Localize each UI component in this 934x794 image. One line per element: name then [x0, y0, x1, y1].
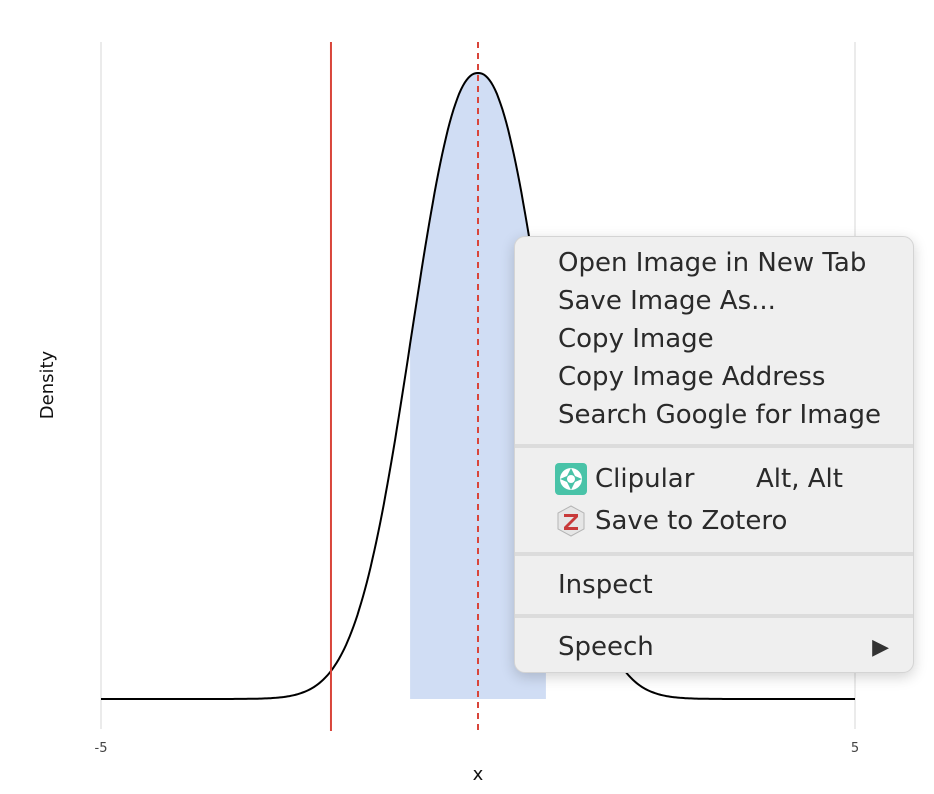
menu-separator — [515, 444, 913, 448]
y-axis-title: Density — [37, 350, 58, 419]
menu-label: Open Image in New Tab — [558, 248, 867, 278]
clipular-shortcut: Alt, Alt — [756, 464, 843, 494]
x-axis-title: x — [473, 764, 484, 785]
x-tick-5: 5 — [851, 741, 859, 756]
menu-save-image-as[interactable]: Save Image As... — [515, 283, 913, 319]
menu-label: Save Image As... — [558, 286, 776, 316]
menu-save-to-zotero[interactable]: Save to Zotero — [515, 503, 913, 539]
menu-search-google-image[interactable]: Search Google for Image — [515, 397, 913, 433]
menu-label: Clipular — [595, 464, 695, 494]
menu-clipular[interactable]: Clipular Alt, Alt — [515, 461, 913, 497]
submenu-arrow-icon: ▶ — [872, 634, 889, 660]
x-tick-minus5: -5 — [95, 741, 108, 756]
menu-label: Search Google for Image — [558, 400, 881, 430]
menu-label: Speech — [558, 632, 654, 662]
context-menu: Open Image in New Tab Save Image As... C… — [514, 236, 914, 673]
zotero-z-icon — [555, 505, 587, 537]
menu-label: Save to Zotero — [595, 506, 788, 536]
menu-label: Copy Image — [558, 324, 714, 354]
menu-copy-image[interactable]: Copy Image — [515, 321, 913, 357]
clipular-aperture-icon — [555, 463, 587, 495]
menu-label: Copy Image Address — [558, 362, 826, 392]
menu-speech[interactable]: Speech ▶ — [515, 629, 913, 665]
density-curve — [101, 71, 855, 700]
menu-copy-image-address[interactable]: Copy Image Address — [515, 359, 913, 395]
menu-separator — [515, 552, 913, 556]
menu-open-image-new-tab[interactable]: Open Image in New Tab — [515, 245, 913, 281]
menu-label: Inspect — [558, 570, 653, 600]
menu-separator — [515, 614, 913, 618]
menu-inspect[interactable]: Inspect — [515, 567, 913, 603]
